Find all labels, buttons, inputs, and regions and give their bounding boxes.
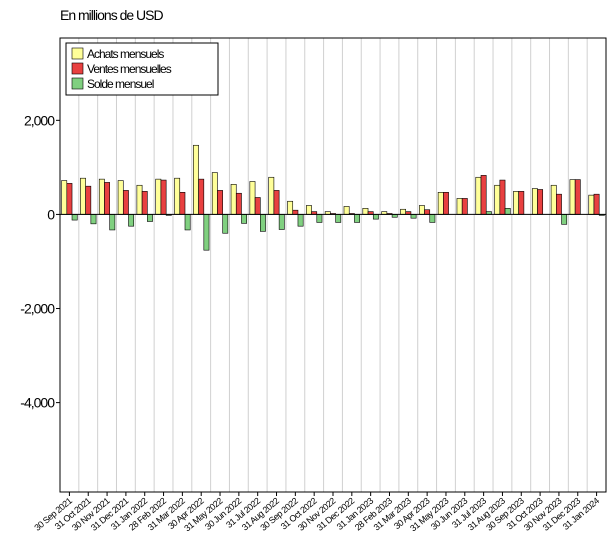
bar — [354, 214, 360, 223]
bar — [217, 190, 223, 215]
bar — [297, 214, 304, 227]
plot-frame — [59, 37, 607, 493]
bar — [90, 214, 97, 225]
bar — [241, 214, 248, 224]
bar — [400, 208, 406, 215]
bar — [179, 192, 186, 215]
bar — [343, 206, 350, 215]
bar — [372, 214, 379, 220]
bar — [456, 198, 463, 215]
bar — [80, 177, 86, 215]
bar — [537, 189, 544, 215]
bar — [184, 214, 191, 231]
bar — [260, 214, 266, 232]
bar — [278, 214, 285, 230]
bar — [475, 176, 482, 215]
bar — [249, 181, 256, 215]
bar — [556, 193, 562, 215]
legend-label: Ventes mensuelles — [87, 62, 172, 76]
bar — [287, 200, 294, 215]
bar — [85, 185, 92, 215]
bar — [550, 184, 557, 215]
bar — [71, 214, 78, 221]
y-tick-label: -2,000 — [20, 301, 55, 317]
bar — [437, 192, 444, 215]
bar — [117, 180, 124, 215]
bar — [504, 208, 511, 215]
bar — [128, 214, 135, 227]
bar — [410, 214, 417, 219]
bar — [104, 182, 110, 215]
bar — [147, 214, 153, 222]
bar — [518, 191, 525, 215]
y-tick-label: 0 — [47, 206, 55, 222]
bar — [203, 214, 210, 251]
bar — [593, 193, 600, 215]
bar — [561, 214, 568, 225]
legend-label: Achats mensuels — [87, 47, 164, 61]
bar — [141, 191, 148, 215]
bar — [461, 198, 468, 215]
bar — [418, 205, 425, 215]
bar — [569, 179, 576, 215]
bar — [480, 175, 487, 215]
y-tick-label: 2,000 — [24, 112, 55, 128]
bar — [335, 214, 342, 223]
chart-title: En millions de USD — [60, 7, 163, 23]
bar — [268, 176, 275, 215]
legend-swatch — [71, 47, 84, 60]
bar — [66, 183, 73, 215]
bar — [136, 184, 143, 215]
bar — [424, 209, 431, 215]
bar — [160, 179, 167, 215]
bar — [254, 197, 261, 215]
bar — [222, 214, 229, 234]
bar — [198, 178, 205, 215]
legend-swatch — [71, 77, 84, 90]
bar — [513, 191, 519, 215]
bar — [362, 208, 369, 215]
bar — [155, 178, 162, 215]
bar — [429, 214, 436, 223]
bar — [273, 190, 280, 215]
bar — [109, 214, 116, 231]
bar — [174, 177, 181, 215]
bar — [531, 188, 538, 215]
y-tick-label: -4,000 — [20, 395, 55, 411]
bar — [230, 184, 237, 215]
bar — [499, 179, 506, 215]
bar — [292, 209, 299, 215]
legend-label: Solde mensuel — [87, 77, 154, 91]
bar — [211, 172, 218, 215]
bar — [61, 180, 68, 215]
legend-swatch — [71, 62, 84, 75]
bar — [193, 144, 199, 215]
bar — [306, 205, 312, 215]
bar — [588, 194, 595, 215]
bar — [98, 178, 105, 215]
bar — [122, 190, 129, 215]
bar — [443, 192, 449, 215]
bar — [574, 179, 581, 215]
legend-box — [65, 42, 219, 96]
bar — [235, 192, 242, 215]
bar — [316, 214, 323, 223]
bar — [494, 184, 501, 215]
